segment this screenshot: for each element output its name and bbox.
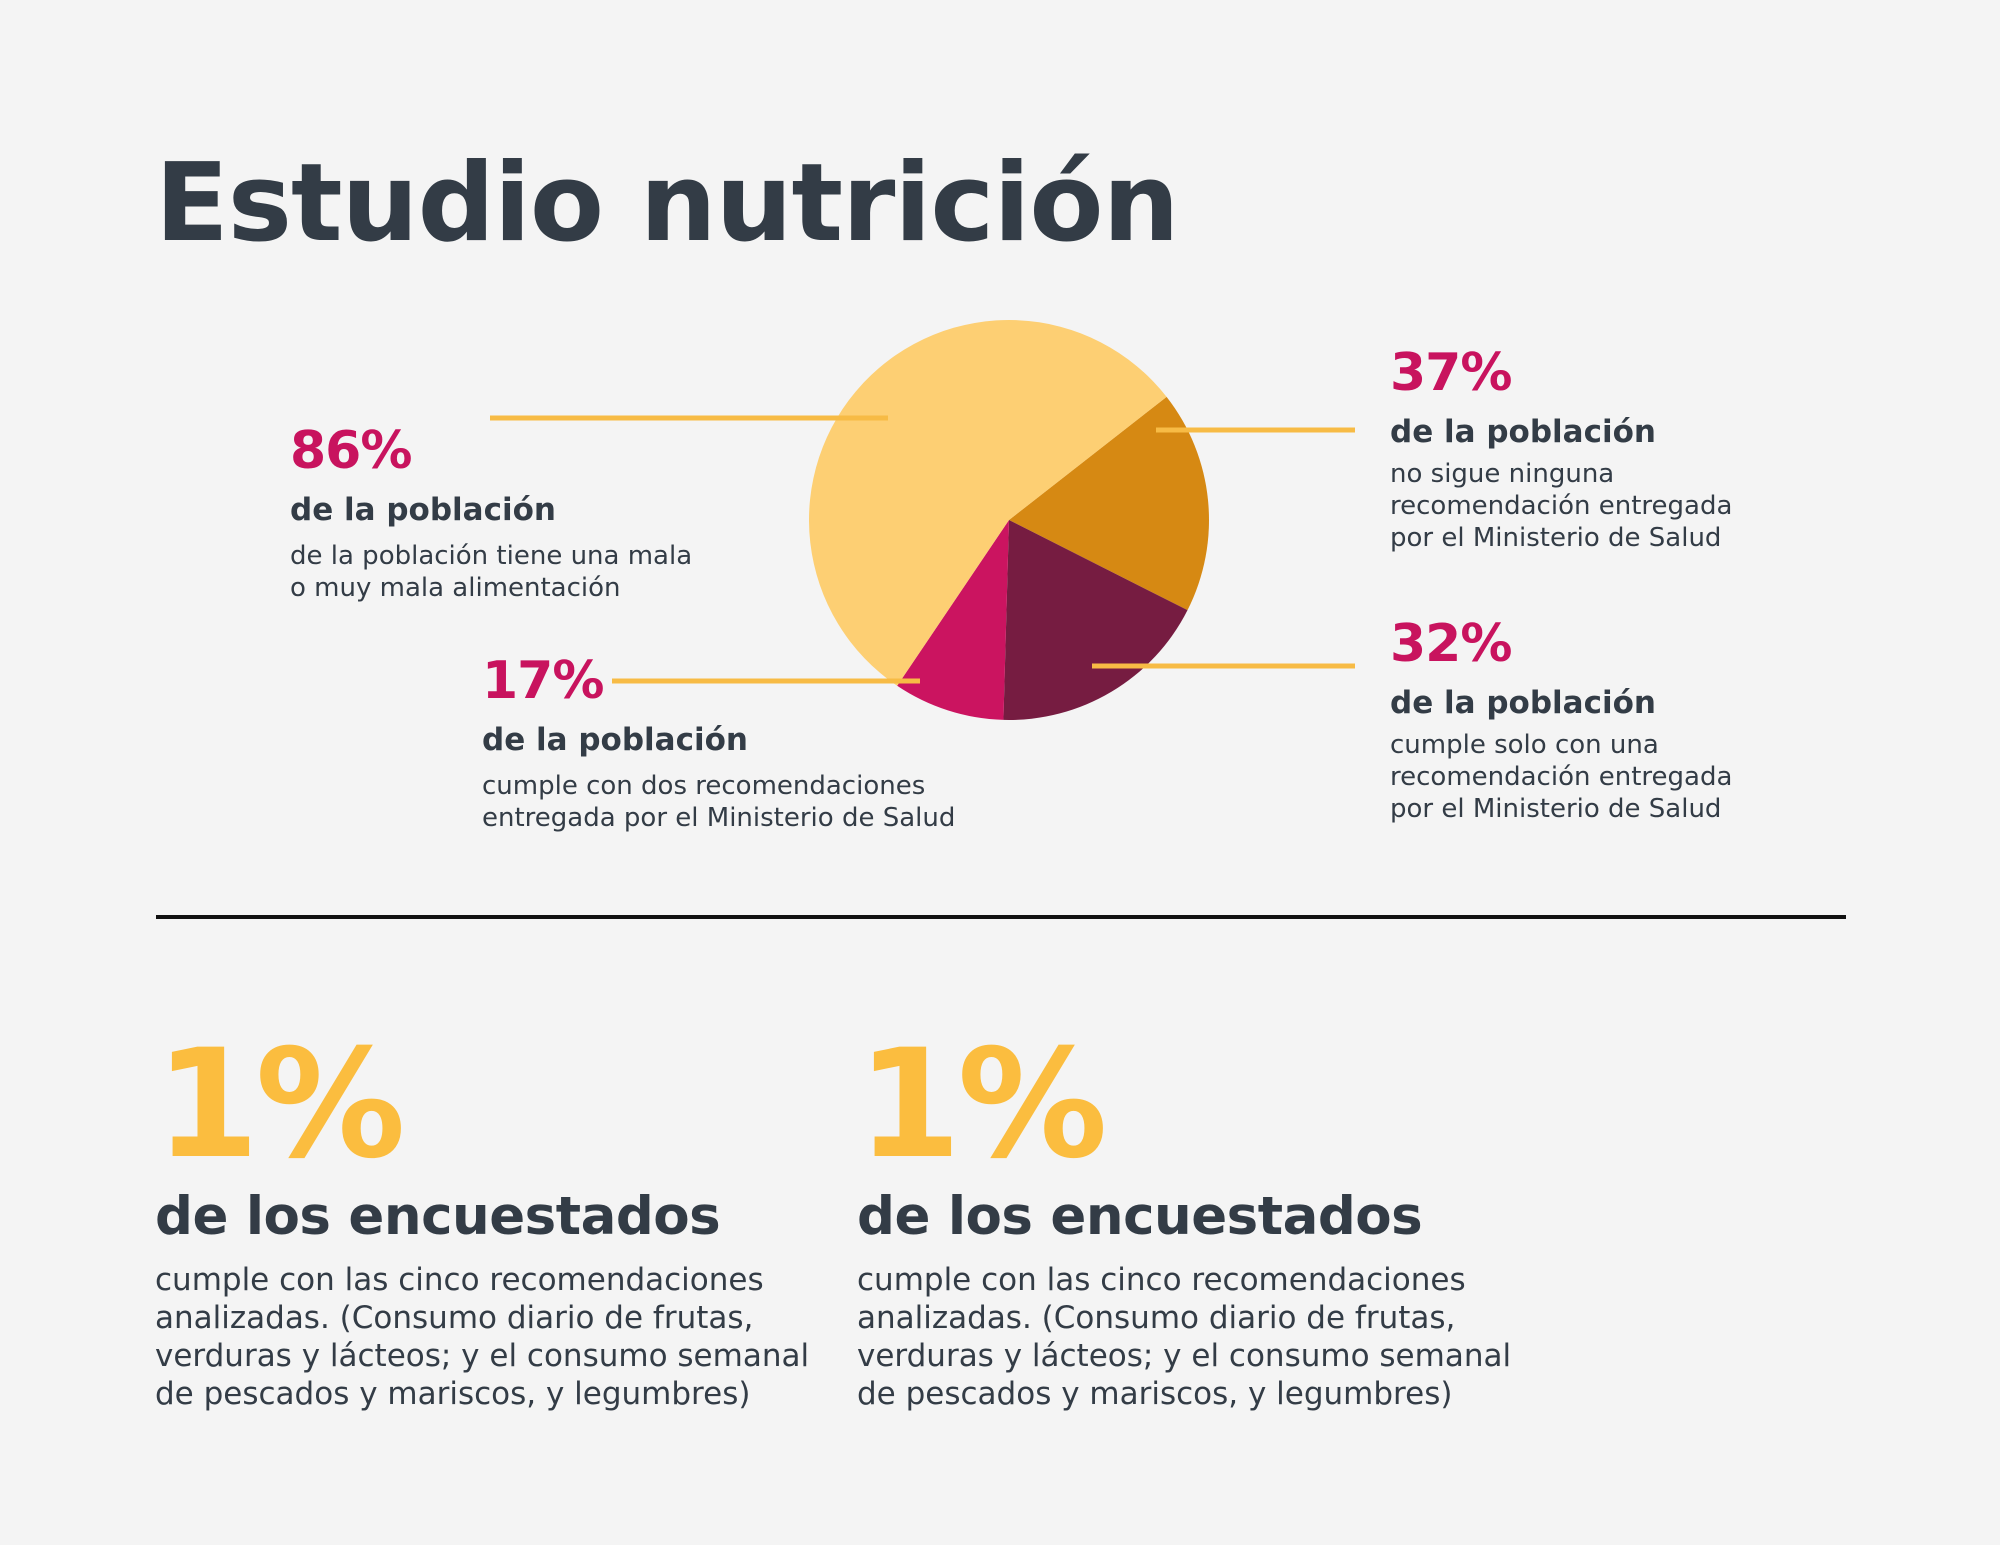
highlight-1-desc: cumple con las cinco recomendaciones ana…	[155, 1262, 810, 1412]
callout-32-desc: cumple solo con una recomendación entreg…	[1390, 730, 1733, 824]
callout-86-pct: 86%	[290, 421, 412, 481]
highlight-1-sub: de los encuestados	[155, 1186, 721, 1247]
callout-37-desc: no sigue ninguna recomendación entregada…	[1390, 459, 1733, 553]
callout-37-sub: de la población	[1390, 414, 1656, 450]
callout-32-sub: de la población	[1390, 685, 1656, 721]
callout-86-desc: de la población tiene una mala o muy mal…	[290, 541, 693, 603]
section-divider	[156, 915, 1846, 919]
highlight-2: 1% de los encuestados cumple con las cin…	[857, 1030, 1537, 1413]
callout-86: 86% de la población de la población tien…	[290, 425, 692, 604]
pie-slice-86	[808, 320, 1167, 686]
callout-17: 17% de la población cumple con dos recom…	[482, 655, 955, 834]
pie-slice-37	[1009, 396, 1210, 611]
highlight-2-desc: cumple con las cinco recomendaciones ana…	[857, 1262, 1512, 1412]
pie-slice-17	[897, 520, 1009, 720]
callout-17-desc: cumple con dos recomendaciones entregada…	[482, 771, 956, 833]
callout-32: 32% de la población cumple solo con una …	[1390, 618, 1732, 825]
callout-86-sub: de la población	[290, 492, 556, 528]
callout-17-sub: de la población	[482, 722, 748, 758]
callout-37: 37% de la población no sigue ninguna rec…	[1390, 347, 1732, 554]
callout-32-pct: 32%	[1390, 614, 1512, 674]
callout-17-pct: 17%	[482, 651, 604, 711]
highlight-2-sub: de los encuestados	[857, 1186, 1423, 1247]
pie-slice-32	[1003, 520, 1188, 720]
highlight-2-pct: 1%	[857, 1018, 1108, 1192]
callout-37-pct: 37%	[1390, 343, 1512, 403]
highlight-1-pct: 1%	[155, 1018, 406, 1192]
page-title: Estudio nutrición	[155, 141, 1180, 266]
highlight-1: 1% de los encuestados cumple con las cin…	[155, 1030, 835, 1413]
